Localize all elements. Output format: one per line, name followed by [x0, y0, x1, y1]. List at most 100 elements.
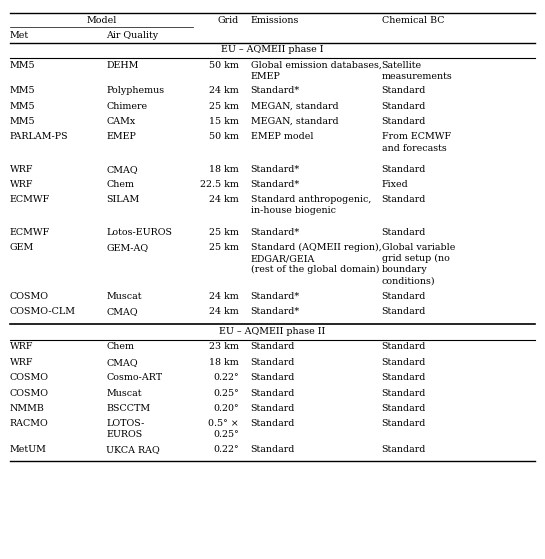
- Text: 23 km: 23 km: [209, 342, 239, 352]
- Text: ECMWF: ECMWF: [10, 195, 50, 205]
- Text: Standard (AQMEII region),
EDGAR/GEIA
(rest of the global domain): Standard (AQMEII region), EDGAR/GEIA (re…: [251, 243, 382, 274]
- Text: RACMO: RACMO: [10, 419, 49, 428]
- Text: 24 km: 24 km: [209, 292, 239, 301]
- Text: Standard: Standard: [251, 445, 295, 454]
- Text: WRF: WRF: [10, 164, 33, 174]
- Text: CAMx: CAMx: [106, 117, 136, 126]
- Text: Emissions: Emissions: [251, 16, 299, 25]
- Text: Chimere: Chimere: [106, 102, 147, 111]
- Text: CMAQ: CMAQ: [106, 307, 138, 316]
- Text: COSMO: COSMO: [10, 389, 49, 397]
- Text: Standard*: Standard*: [251, 228, 300, 236]
- Text: 24 km: 24 km: [209, 307, 239, 316]
- Text: Standard: Standard: [382, 419, 426, 428]
- Text: EMEP model: EMEP model: [251, 132, 313, 141]
- Text: 50 km: 50 km: [209, 61, 239, 70]
- Text: Standard*: Standard*: [251, 292, 300, 301]
- Text: Standard*: Standard*: [251, 180, 300, 189]
- Text: BSCCTM: BSCCTM: [106, 404, 150, 413]
- Text: Standard: Standard: [382, 342, 426, 352]
- Text: MEGAN, standard: MEGAN, standard: [251, 117, 338, 126]
- Text: Lotos-EUROS: Lotos-EUROS: [106, 228, 172, 236]
- Text: Standard: Standard: [251, 342, 295, 352]
- Text: Met: Met: [10, 31, 29, 40]
- Text: Standard: Standard: [382, 373, 426, 382]
- Text: Standard: Standard: [382, 292, 426, 301]
- Text: COSMO-CLM: COSMO-CLM: [10, 307, 76, 316]
- Text: Standard: Standard: [382, 164, 426, 174]
- Text: Cosmo-ART: Cosmo-ART: [106, 373, 162, 382]
- Text: WRF: WRF: [10, 180, 33, 189]
- Text: Chemical BC: Chemical BC: [382, 16, 444, 25]
- Text: 18 km: 18 km: [209, 358, 239, 367]
- Text: 0.25°: 0.25°: [213, 389, 239, 397]
- Text: 25 km: 25 km: [209, 102, 239, 111]
- Text: EMEP: EMEP: [106, 132, 136, 141]
- Text: Standard*: Standard*: [251, 307, 300, 316]
- Text: NMMB: NMMB: [10, 404, 45, 413]
- Text: SILAM: SILAM: [106, 195, 140, 205]
- Text: Standard: Standard: [382, 445, 426, 454]
- Text: MEGAN, standard: MEGAN, standard: [251, 102, 338, 111]
- Text: Global variable
grid setup (no
boundary
conditions): Global variable grid setup (no boundary …: [382, 243, 455, 285]
- Text: LOTOS-
EUROS: LOTOS- EUROS: [106, 419, 144, 439]
- Text: 22.5 km: 22.5 km: [200, 180, 239, 189]
- Text: Muscat: Muscat: [106, 292, 142, 301]
- Text: WRF: WRF: [10, 342, 33, 352]
- Text: Standard: Standard: [382, 228, 426, 236]
- Text: Standard: Standard: [382, 358, 426, 367]
- Text: 0.22°: 0.22°: [213, 373, 239, 382]
- Text: Polyphemus: Polyphemus: [106, 87, 165, 96]
- Text: Standard: Standard: [382, 102, 426, 111]
- Text: Standard: Standard: [382, 87, 426, 96]
- Text: COSMO: COSMO: [10, 373, 49, 382]
- Text: Standard: Standard: [382, 117, 426, 126]
- Text: 24 km: 24 km: [209, 87, 239, 96]
- Text: CMAQ: CMAQ: [106, 164, 138, 174]
- Text: Standard: Standard: [382, 195, 426, 205]
- Text: Muscat: Muscat: [106, 389, 142, 397]
- Text: Model: Model: [87, 16, 117, 25]
- Text: UKCA RAQ: UKCA RAQ: [106, 445, 160, 454]
- Text: MM5: MM5: [10, 102, 35, 111]
- Text: ECMWF: ECMWF: [10, 228, 50, 236]
- Text: Standard*: Standard*: [251, 87, 300, 96]
- Text: 18 km: 18 km: [209, 164, 239, 174]
- Text: Fixed: Fixed: [382, 180, 408, 189]
- Text: 15 km: 15 km: [209, 117, 239, 126]
- Text: Standard: Standard: [251, 358, 295, 367]
- Text: From ECMWF
and forecasts: From ECMWF and forecasts: [382, 132, 451, 153]
- Text: Standard: Standard: [251, 373, 295, 382]
- Text: GEM: GEM: [10, 243, 34, 252]
- Text: MetUM: MetUM: [10, 445, 47, 454]
- Text: Standard: Standard: [382, 404, 426, 413]
- Text: PARLAM-PS: PARLAM-PS: [10, 132, 69, 141]
- Text: 0.5° ×
0.25°: 0.5° × 0.25°: [208, 419, 239, 439]
- Text: 25 km: 25 km: [209, 228, 239, 236]
- Text: Satellite
measurements: Satellite measurements: [382, 61, 452, 81]
- Text: COSMO: COSMO: [10, 292, 49, 301]
- Text: Chem: Chem: [106, 342, 134, 352]
- Text: Standard: Standard: [382, 389, 426, 397]
- Text: Global emission databases,
EMEP: Global emission databases, EMEP: [251, 61, 382, 81]
- Text: WRF: WRF: [10, 358, 33, 367]
- Text: 0.22°: 0.22°: [213, 445, 239, 454]
- Text: Standard: Standard: [251, 404, 295, 413]
- Text: EU – AQMEII phase I: EU – AQMEII phase I: [221, 45, 324, 54]
- Text: Standard: Standard: [251, 419, 295, 428]
- Text: Standard: Standard: [382, 307, 426, 316]
- Text: MM5: MM5: [10, 87, 35, 96]
- Text: GEM-AQ: GEM-AQ: [106, 243, 148, 252]
- Text: DEHM: DEHM: [106, 61, 138, 70]
- Text: 25 km: 25 km: [209, 243, 239, 252]
- Text: MM5: MM5: [10, 61, 35, 70]
- Text: CMAQ: CMAQ: [106, 358, 138, 367]
- Text: 0.20°: 0.20°: [213, 404, 239, 413]
- Text: 24 km: 24 km: [209, 195, 239, 205]
- Text: Standard: Standard: [251, 389, 295, 397]
- Text: Air Quality: Air Quality: [106, 31, 159, 40]
- Text: Standard anthropogenic,
in-house biogenic: Standard anthropogenic, in-house biogeni…: [251, 195, 371, 215]
- Text: Chem: Chem: [106, 180, 134, 189]
- Text: EU – AQMEII phase II: EU – AQMEII phase II: [220, 326, 325, 336]
- Text: Standard*: Standard*: [251, 164, 300, 174]
